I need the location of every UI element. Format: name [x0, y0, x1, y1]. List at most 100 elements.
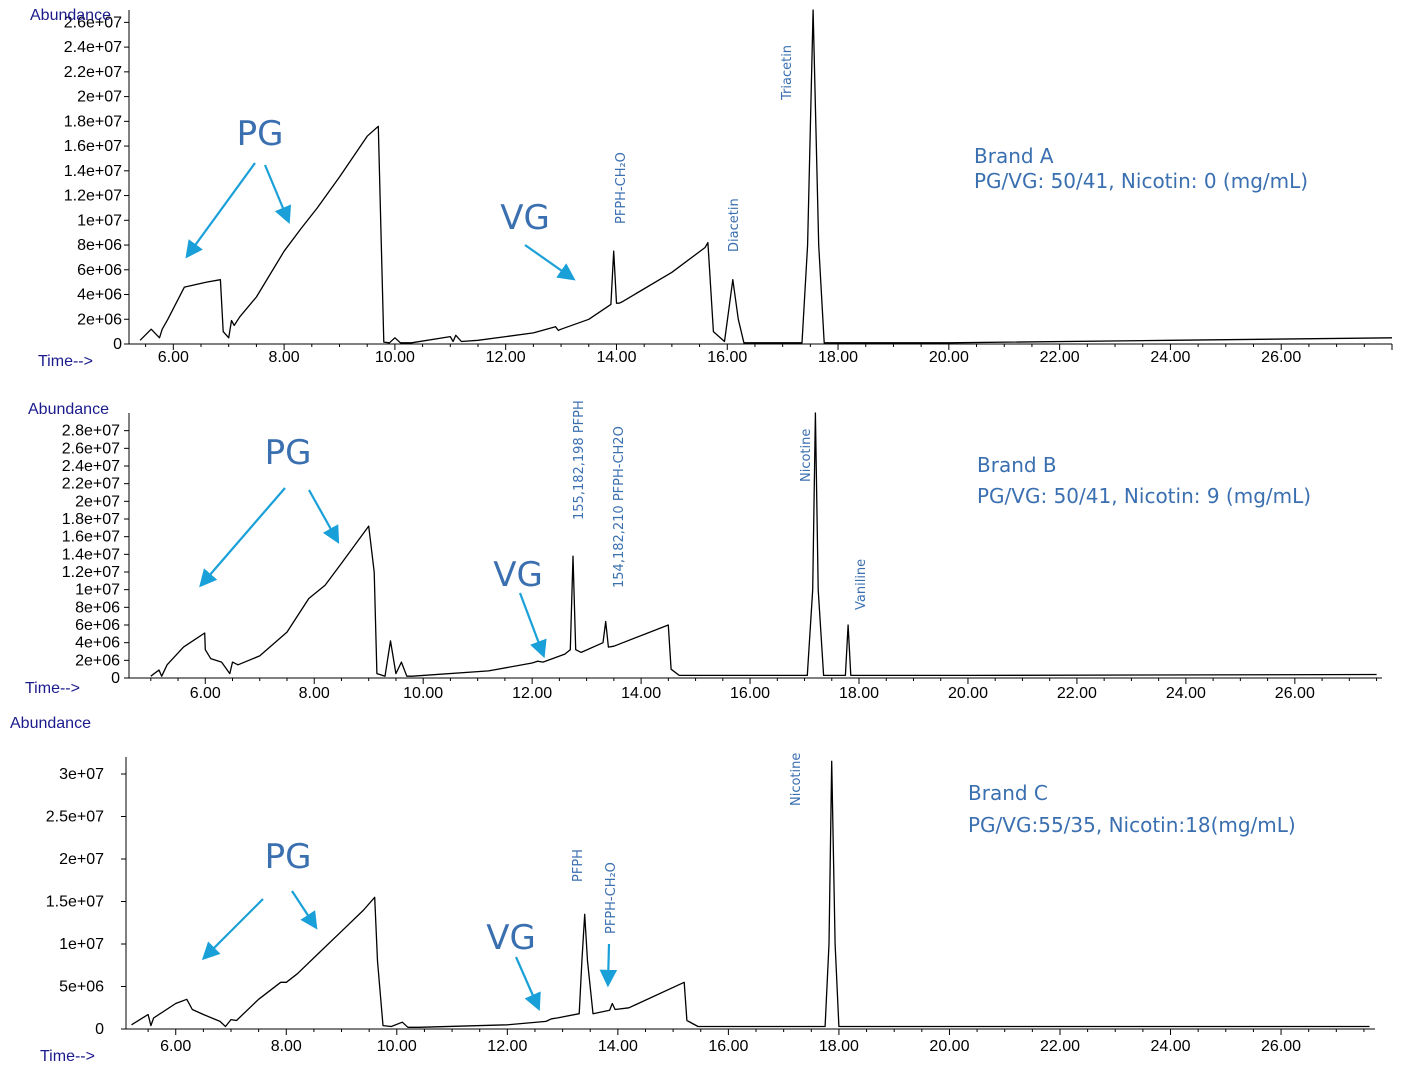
y-tick-label-c: 2.5e+07	[46, 809, 104, 826]
peak-label-diacetin: Diacetin	[727, 198, 742, 252]
y-axis-label-b: Abundance	[28, 401, 109, 418]
brand-name-c: Brand C	[968, 781, 1048, 805]
x-tick-label-b: 18.00	[839, 685, 879, 702]
peak-label-vaniline: Vaniline	[854, 559, 869, 610]
brand-name-b: Brand B	[977, 453, 1057, 477]
x-tick-label-a: 14.00	[596, 349, 636, 366]
y-tick-label-c: 2e+07	[59, 851, 104, 868]
peak-label-pfph-ch2o-a: PFPH-CH₂O	[614, 152, 629, 224]
x-tick-label-c: 12.00	[487, 1038, 527, 1055]
x-tick-label-c: 8.00	[271, 1038, 302, 1055]
pg-arrow-c-1	[201, 898, 264, 961]
pg-arrow-c-2	[291, 890, 318, 930]
y-tick-label-a: 0	[113, 336, 122, 353]
y-tick-label-b: 2e+06	[75, 652, 120, 669]
y-tick-label-a: 2e+07	[77, 89, 122, 106]
chromatogram-trace-b	[150, 412, 1377, 677]
x-tick-label-c: 14.00	[598, 1038, 638, 1055]
peak-label-nicotine-c: Nicotine	[789, 753, 804, 806]
y-tick-label-b: 0	[111, 670, 120, 687]
y-tick-label-b: 2.8e+07	[62, 423, 120, 440]
x-tick-label-a: 16.00	[707, 349, 747, 366]
y-tick-label-a: 1.8e+07	[64, 113, 122, 130]
vg-label-a: VG	[500, 198, 550, 238]
x-tick-label-c: 22.00	[1040, 1038, 1080, 1055]
x-axis-label-b: Time-->	[25, 680, 80, 697]
pg-arrow-a-2	[263, 164, 292, 225]
y-tick-label-a: 2.2e+07	[64, 64, 122, 81]
x-tick-label-a: 12.00	[486, 349, 526, 366]
peak-label-pfph-c: PFPH	[571, 849, 586, 882]
x-tick-label-c: 20.00	[929, 1038, 969, 1055]
y-tick-label-a: 4e+06	[77, 287, 122, 304]
y-tick-label-c: 0	[95, 1021, 104, 1038]
x-tick-label-b: 22.00	[1057, 685, 1097, 702]
x-tick-label-b: 8.00	[299, 685, 330, 702]
x-tick-label-a: 24.00	[1150, 349, 1190, 366]
pfph-ch2o-arrow-c	[599, 943, 618, 988]
x-tick-label-b: 20.00	[948, 685, 988, 702]
peak-label-nicotine-b: Nicotine	[799, 429, 814, 482]
vg-arrow-b	[518, 592, 547, 659]
x-tick-label-b: 26.00	[1275, 685, 1315, 702]
chromatogram-trace-a	[139, 9, 1393, 344]
x-tick-label-a: 6.00	[158, 349, 189, 366]
y-tick-label-a: 2.4e+07	[64, 39, 122, 56]
plot-area-b: 02e+064e+066e+068e+061e+071.2e+071.4e+07…	[62, 412, 1382, 702]
brand-composition-b: PG/VG: 50/41, Nicotin: 9 (mg/mL)	[977, 484, 1311, 508]
y-tick-label-a: 8e+06	[77, 237, 122, 254]
x-tick-label-b: 16.00	[730, 685, 770, 702]
x-tick-label-a: 8.00	[269, 349, 300, 366]
x-tick-label-a: 20.00	[929, 349, 969, 366]
y-tick-label-a: 1.4e+07	[64, 163, 122, 180]
y-tick-label-c: 3e+07	[59, 766, 104, 783]
x-tick-label-c: 10.00	[377, 1038, 417, 1055]
y-axis-label-a: Abundance	[30, 7, 111, 24]
peak-label-pfph-b: 155,182,198 PFPH	[572, 400, 587, 520]
y-tick-label-b: 2.2e+07	[62, 476, 120, 493]
x-tick-label-b: 14.00	[621, 685, 661, 702]
y-axis-label-c: Abundance	[10, 715, 91, 732]
brand-name-a: Brand A	[974, 144, 1054, 168]
pg-arrow-b-2	[308, 489, 340, 544]
y-tick-label-b: 1.4e+07	[62, 546, 120, 563]
y-tick-label-a: 6e+06	[77, 262, 122, 279]
panel-brand-c: 0 5e+06 1e+07 1.5e+07 2e+07 2.5e+07 3e+07 6.00 8…	[10, 715, 1375, 1065]
y-tick-label-b: 2.4e+07	[62, 458, 120, 475]
pg-label-a: PG	[237, 114, 284, 154]
pg-arrow-a-1	[185, 162, 256, 259]
y-tick-label-b: 1e+07	[75, 582, 120, 599]
y-tick-label-c: 1e+07	[59, 936, 104, 953]
x-tick-label-b: 10.00	[403, 685, 443, 702]
plot-area-a: 0 2e+06 4e+06 6e+06 8e+06 1e+07 1.2e+07 1.4e+07…	[64, 9, 1393, 366]
x-axis-label-a: Time-->	[38, 353, 93, 370]
x-tick-label-c: 26.00	[1261, 1038, 1301, 1055]
x-tick-label-c: 24.00	[1150, 1038, 1190, 1055]
y-tick-label-b: 6e+06	[75, 617, 120, 634]
pg-label-b: PG	[265, 433, 312, 473]
panel-brand-a: 0 2e+06 4e+06 6e+06 8e+06 1e+07 1.2e+07 1.4e+07…	[30, 7, 1393, 370]
x-tick-label-b: 24.00	[1166, 685, 1206, 702]
peak-label-pfph-ch2o-b: 154,182,210 PFPH-CH2O	[612, 426, 627, 588]
chromatogram-trace-c	[131, 760, 1370, 1028]
x-tick-label-a: 10.00	[375, 349, 415, 366]
x-tick-label-a: 22.00	[1040, 349, 1080, 366]
peak-label-pfph-ch2o-c: PFPH-CH₂O	[604, 862, 619, 934]
y-tick-label-a: 1.2e+07	[64, 188, 122, 205]
plot-area-c: 0 5e+06 1e+07 1.5e+07 2e+07 2.5e+07 3e+07 6.00 8…	[46, 757, 1375, 1055]
x-tick-label-c: 18.00	[819, 1038, 859, 1055]
y-tick-label-a: 1e+07	[77, 212, 122, 229]
vg-arrow-a	[524, 244, 576, 281]
y-tick-label-c: 1.5e+07	[46, 894, 104, 911]
y-tick-label-b: 2.6e+07	[62, 440, 120, 457]
y-tick-label-c: 5e+06	[59, 979, 104, 996]
x-tick-label-a: 18.00	[818, 349, 858, 366]
x-tick-label-b: 12.00	[512, 685, 552, 702]
pg-label-c: PG	[265, 837, 312, 877]
y-tick-label-b: 1.2e+07	[62, 564, 120, 581]
brand-composition-a: PG/VG: 50/41, Nicotin: 0 (mg/mL)	[974, 169, 1308, 193]
vg-label-b: VG	[493, 555, 543, 595]
y-tick-label-b: 4e+06	[75, 635, 120, 652]
vg-arrow-c	[514, 956, 541, 1012]
panel-brand-b: 02e+064e+066e+068e+061e+071.2e+071.4e+07…	[25, 400, 1382, 702]
